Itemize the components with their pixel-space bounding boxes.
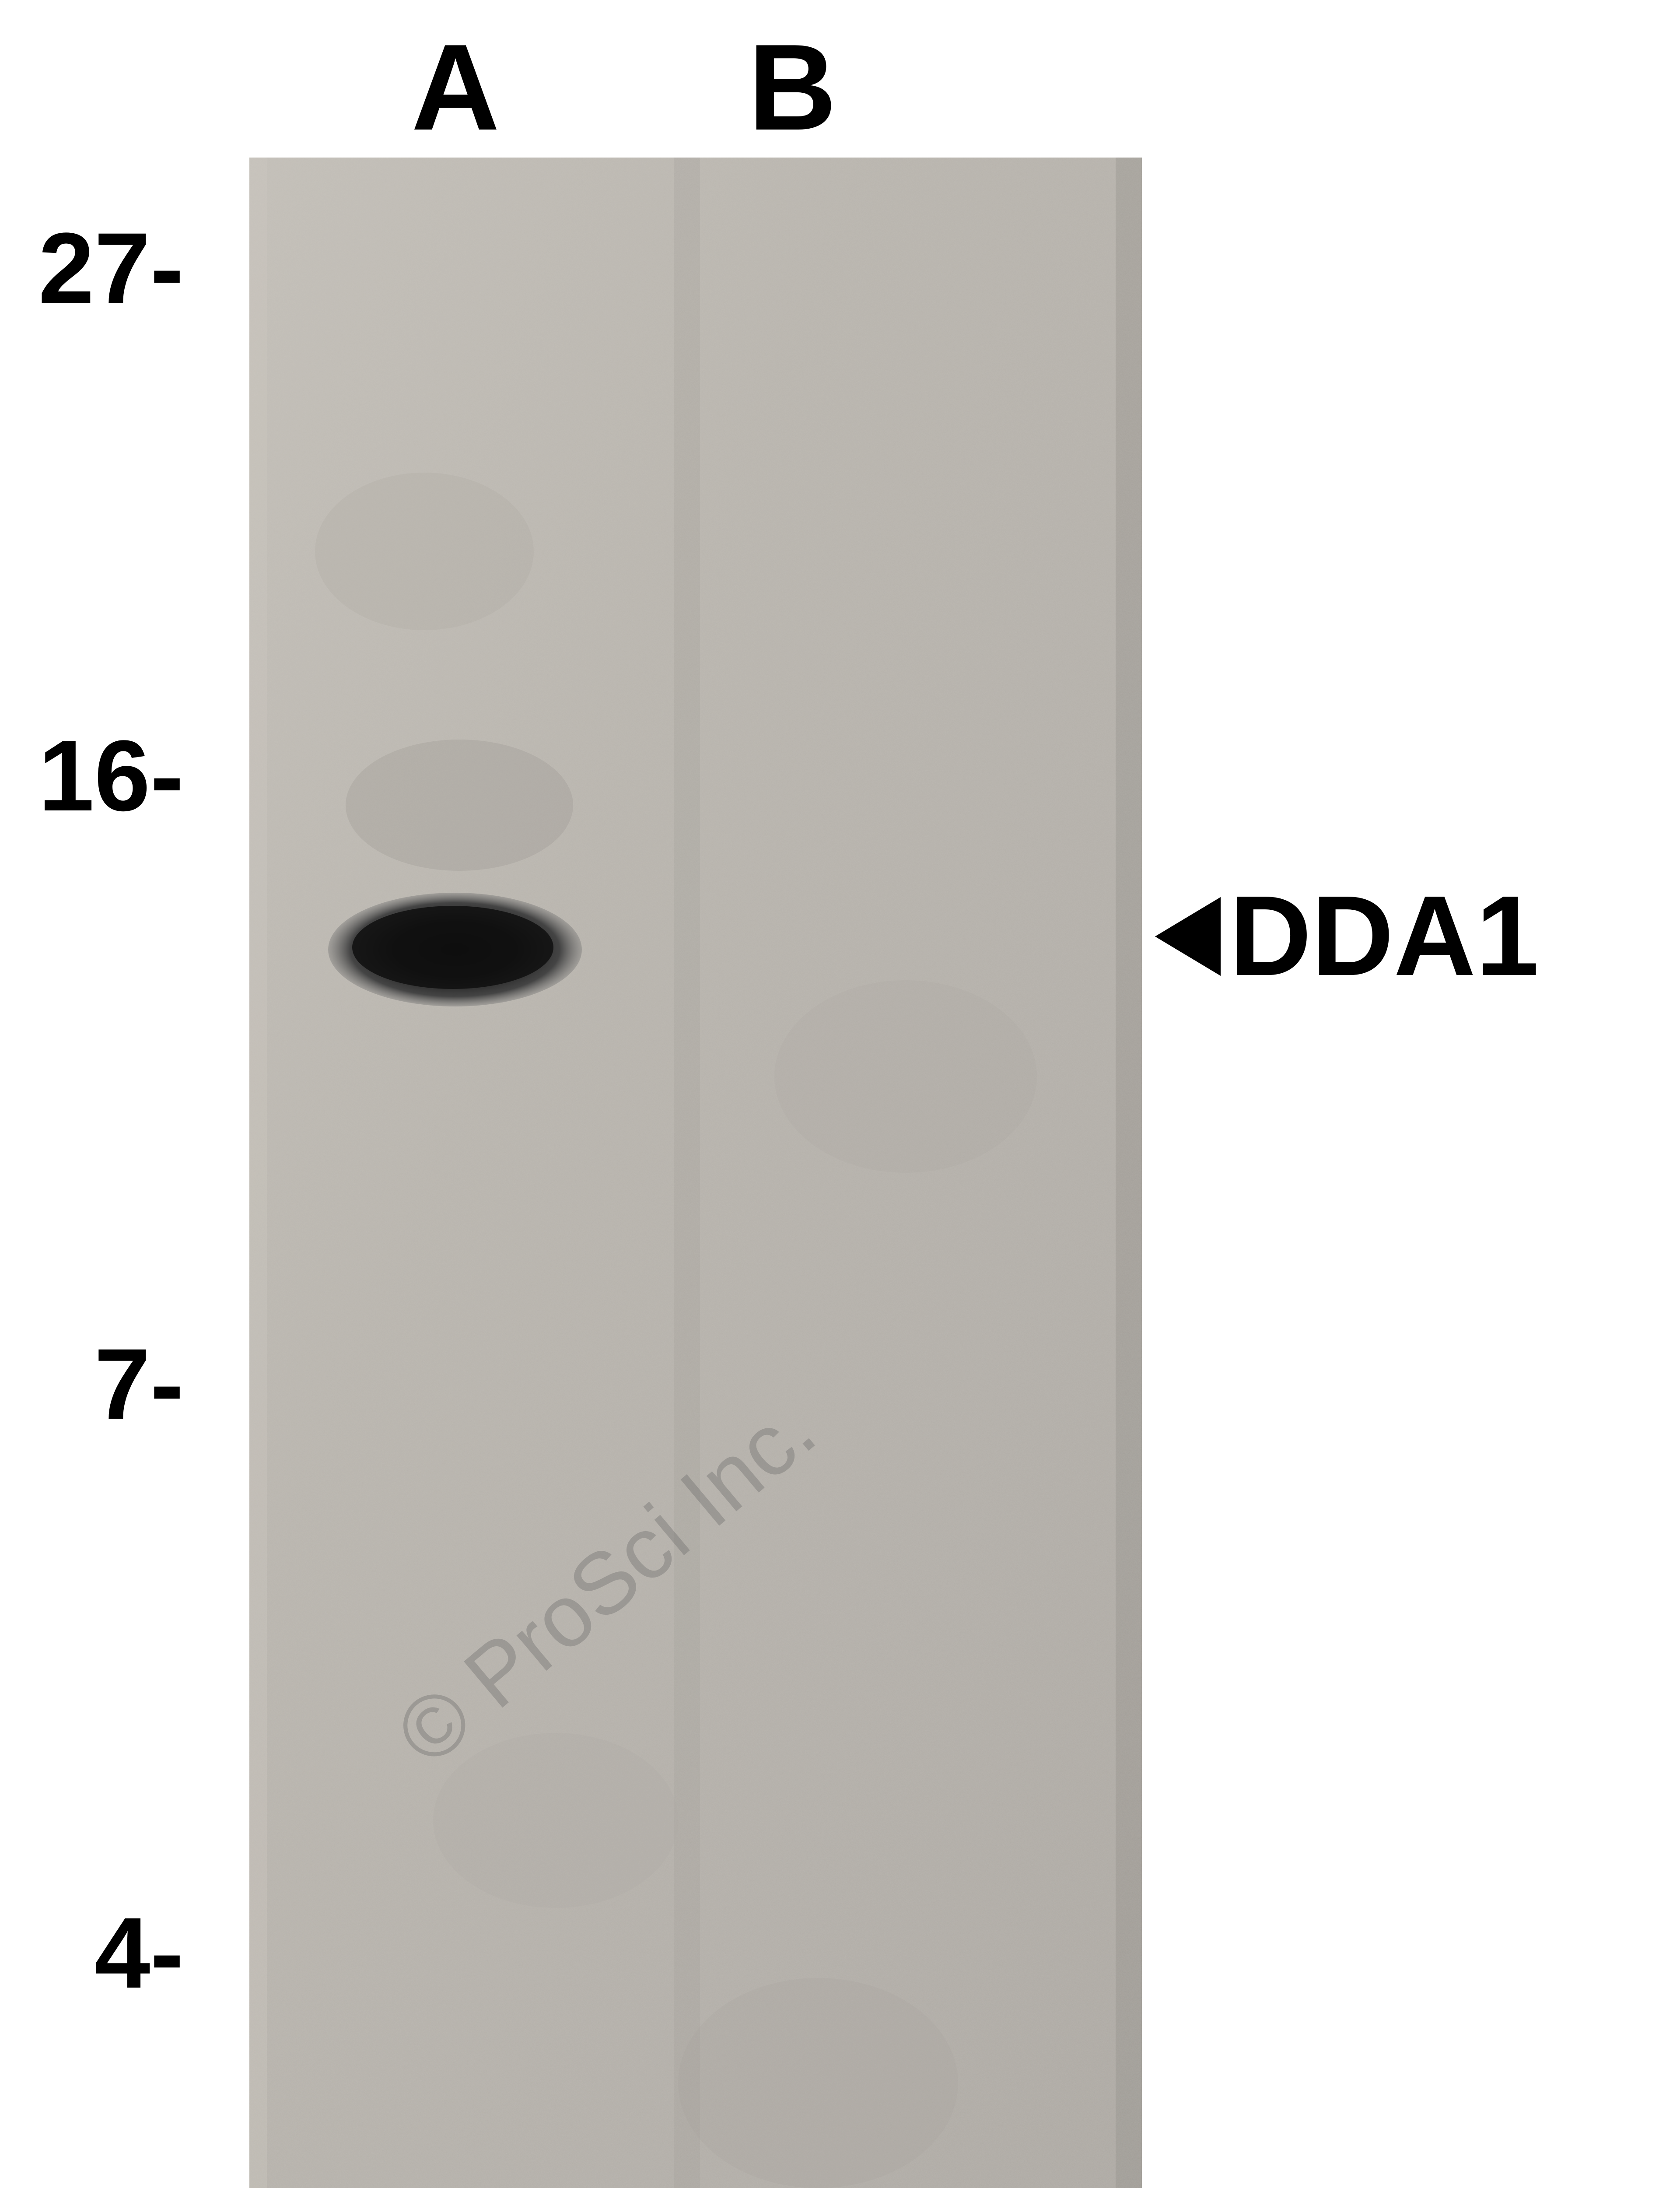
marker-27: 27- xyxy=(31,210,184,326)
marker-27-dash: - xyxy=(150,212,184,324)
marker-27-value: 27 xyxy=(38,212,150,324)
blot-background xyxy=(249,158,1142,2188)
lane-label-a: A xyxy=(411,18,500,158)
marker-16: 16- xyxy=(31,718,184,834)
marker-7: 7- xyxy=(85,1326,184,1442)
marker-4-dash: - xyxy=(150,1897,184,2009)
marker-4-value: 4 xyxy=(94,1897,150,2009)
blot-membrane xyxy=(249,158,1142,2188)
marker-16-dash: - xyxy=(150,719,184,832)
marker-7-dash: - xyxy=(150,1328,184,1440)
arrow-icon xyxy=(1155,897,1221,976)
blot-container: A B xyxy=(0,0,1680,2188)
marker-4: 4- xyxy=(85,1895,184,2011)
marker-7-value: 7 xyxy=(94,1328,150,1440)
lane-label-b: B xyxy=(748,18,836,158)
marker-16-value: 16 xyxy=(38,719,150,832)
protein-name: DDA1 xyxy=(1229,871,1539,1002)
protein-label-dda1: DDA1 xyxy=(1155,871,1539,1002)
